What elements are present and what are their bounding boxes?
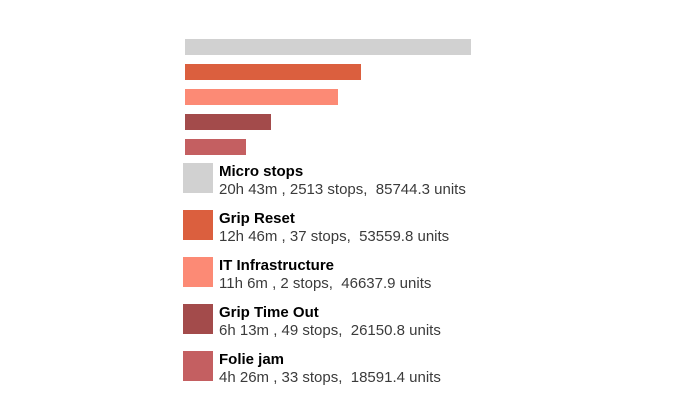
- bar-micro-stops[interactable]: [185, 39, 471, 55]
- legend-category-label: Grip Time Out: [219, 304, 319, 321]
- legend-item-folie-jam[interactable]: Folie jam 4h 26m , 33 stops, 18591.4 uni…: [183, 350, 466, 397]
- bar-grip-time-out[interactable]: [185, 114, 271, 130]
- legend-category-label: Folie jam: [219, 351, 285, 368]
- chart-legend: Micro stops 20h 43m , 2513 stops, 85744.…: [183, 162, 466, 397]
- legend-item-grip-reset[interactable]: Grip Reset 12h 46m , 37 stops, 53559.8 u…: [183, 209, 466, 256]
- legend-stats-label: 12h 46m , 37 stops, 53559.8 units: [219, 228, 450, 245]
- legend-text-block: IT Infrastructure 11h 6m , 2 stops, 4663…: [219, 256, 431, 293]
- legend-category-label: Micro stops: [219, 163, 304, 180]
- legend-text-block: Grip Time Out 6h 13m , 49 stops, 26150.8…: [219, 303, 441, 340]
- legend-color-swatch: [183, 351, 213, 381]
- legend-item-micro-stops[interactable]: Micro stops 20h 43m , 2513 stops, 85744.…: [183, 162, 466, 209]
- legend-color-swatch: [183, 304, 213, 334]
- legend-item-grip-time-out[interactable]: Grip Time Out 6h 13m , 49 stops, 26150.8…: [183, 303, 466, 350]
- bar-grip-reset[interactable]: [185, 64, 361, 80]
- legend-stats-label: 20h 43m , 2513 stops, 85744.3 units: [219, 181, 466, 198]
- legend-item-it-infrastructure[interactable]: IT Infrastructure 11h 6m , 2 stops, 4663…: [183, 256, 466, 303]
- legend-color-swatch: [183, 163, 213, 193]
- legend-stats-label: 4h 26m , 33 stops, 18591.4 units: [219, 369, 441, 386]
- bar-it-infrastructure[interactable]: [185, 89, 338, 105]
- legend-stats-label: 11h 6m , 2 stops, 46637.9 units: [219, 275, 432, 292]
- legend-color-swatch: [183, 210, 213, 240]
- bar-folie-jam[interactable]: [185, 139, 246, 155]
- legend-color-swatch: [183, 257, 213, 287]
- legend-text-block: Micro stops 20h 43m , 2513 stops, 85744.…: [219, 162, 466, 199]
- bar-plot-area: [185, 39, 471, 164]
- legend-category-label: IT Infrastructure: [219, 257, 335, 274]
- legend-stats-label: 6h 13m , 49 stops, 26150.8 units: [219, 322, 441, 339]
- legend-text-block: Folie jam 4h 26m , 33 stops, 18591.4 uni…: [219, 350, 441, 387]
- legend-text-block: Grip Reset 12h 46m , 37 stops, 53559.8 u…: [219, 209, 449, 246]
- legend-category-label: Grip Reset: [219, 210, 295, 227]
